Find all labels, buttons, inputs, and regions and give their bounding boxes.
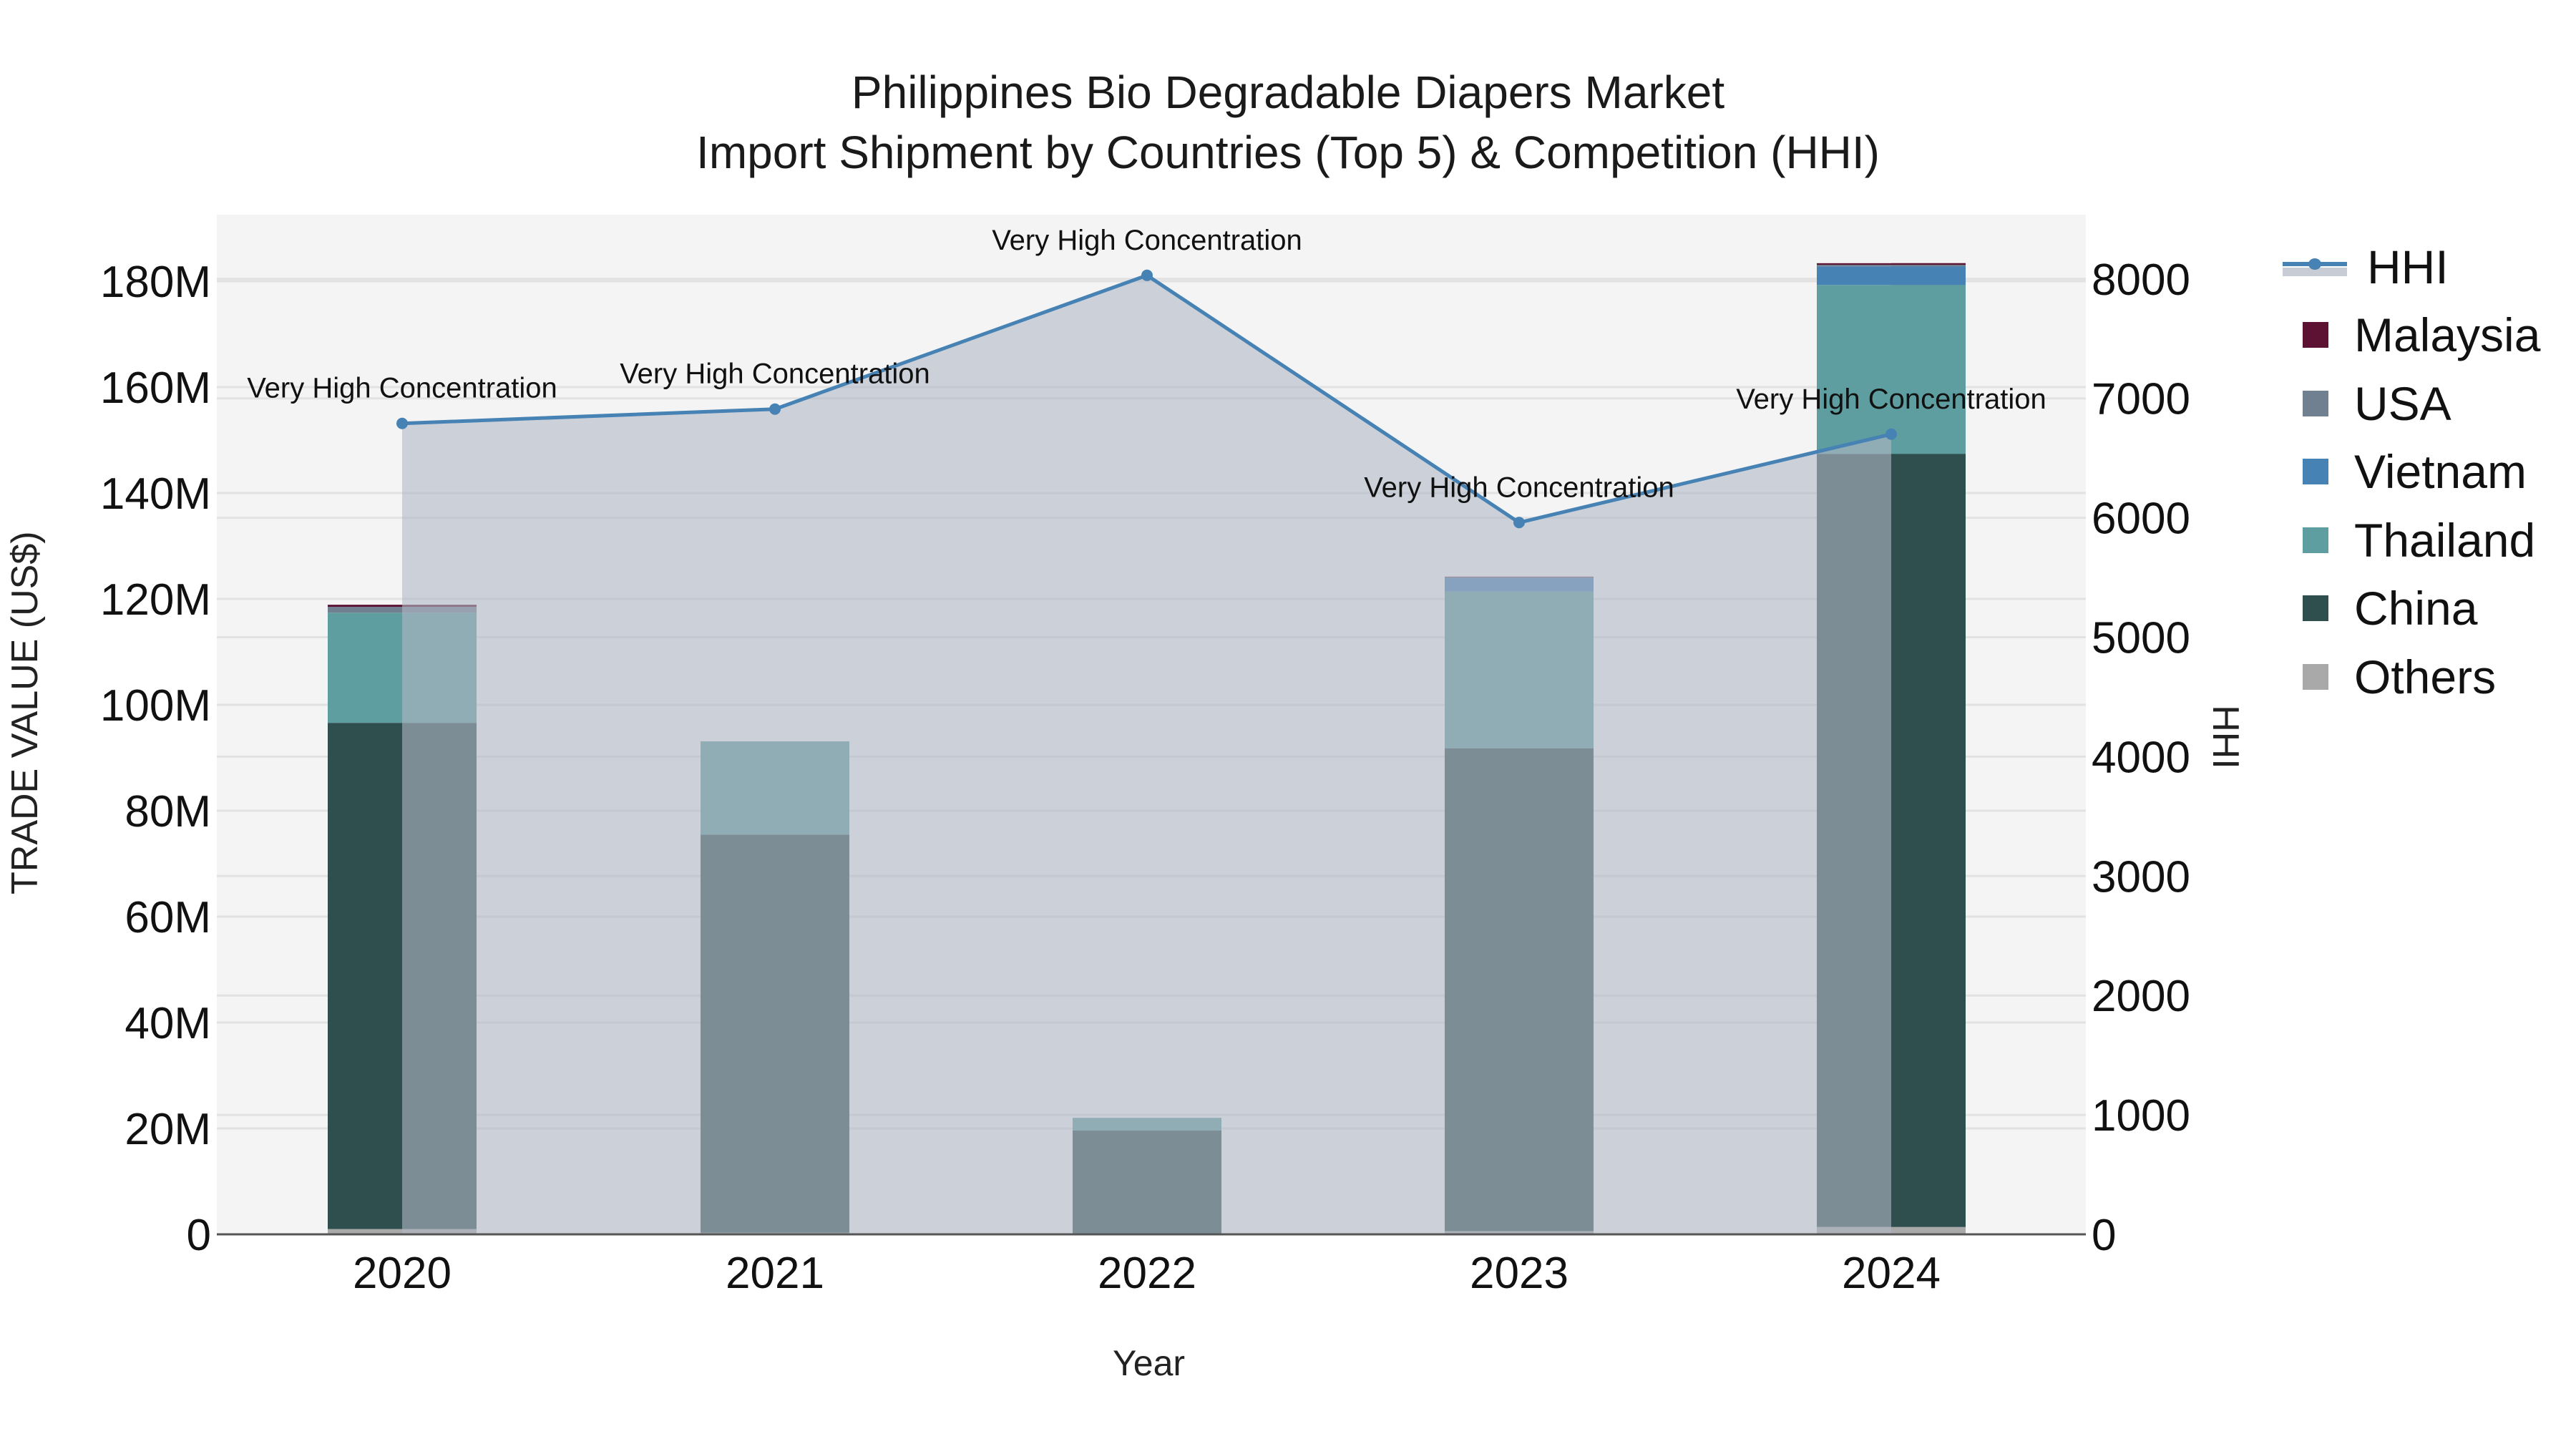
y-left-tick: 80M (125, 787, 211, 836)
hhi-annotation: Very High Concentration (247, 373, 557, 404)
y-right-tick: 6000 (2092, 494, 2190, 544)
legend: HHI Malaysia USA Vietnam Thailand China Others (2283, 233, 2540, 711)
hhi-annotation: Very High Concentration (620, 358, 930, 390)
y-left-tick: 180M (100, 258, 211, 307)
chart-title-line1: Philippines Bio Degradable Diapers Marke… (851, 67, 1725, 118)
legend-label: USA (2354, 376, 2451, 430)
x-tick: 2021 (726, 1249, 824, 1298)
legend-label: Thailand (2354, 513, 2536, 567)
y-right-tick: 4000 (2092, 733, 2190, 782)
legend-label: Vietnam (2354, 445, 2527, 499)
line-marker-icon (2283, 256, 2347, 278)
y-right-tick: 3000 (2092, 852, 2190, 902)
y-right-tick: 1000 (2092, 1091, 2190, 1141)
x-axis-title: Year (1113, 1343, 1186, 1383)
y-left-tick: 100M (100, 681, 211, 731)
y-axis-left-title: TRADE VALUE (US$) (4, 531, 46, 894)
legend-label: China (2354, 582, 2478, 635)
legend-item-china[interactable]: China (2283, 575, 2540, 643)
hhi-point[interactable] (396, 417, 408, 429)
y-left-tick: 20M (125, 1105, 211, 1154)
hhi-area (402, 275, 1891, 1235)
legend-label: Others (2354, 650, 2497, 703)
legend-item-vietnam[interactable]: Vietnam (2283, 438, 2540, 507)
y-right-tick: 2000 (2092, 972, 2190, 1021)
y-right-tick: 0 (2092, 1211, 2116, 1260)
x-tick: 2020 (353, 1249, 452, 1298)
y-left-tick: 0 (187, 1211, 211, 1260)
legend-item-others[interactable]: Others (2283, 643, 2540, 711)
color-swatch-icon (2303, 322, 2328, 348)
y-left-tick: 160M (100, 364, 211, 413)
color-swatch-icon (2303, 663, 2328, 690)
x-tick: 2024 (1842, 1249, 1941, 1298)
legend-item-hhi[interactable]: HHI (2283, 233, 2540, 301)
hhi-point[interactable] (1513, 517, 1525, 529)
color-swatch-icon (2303, 390, 2328, 416)
legend-item-malaysia[interactable]: Malaysia (2283, 301, 2540, 370)
legend-label: Malaysia (2354, 308, 2541, 362)
hhi-point[interactable] (769, 403, 781, 415)
hhi-annotation: Very High Concentration (1364, 472, 1674, 503)
y-left-tick: 40M (125, 999, 211, 1048)
hhi-annotation: Very High Concentration (1736, 384, 2046, 415)
y-left-tick: 120M (100, 575, 211, 625)
y-left-tick: 140M (100, 469, 211, 519)
y-right-tick: 5000 (2092, 614, 2190, 663)
color-swatch-icon (2303, 527, 2328, 553)
hhi-annotation: Very High Concentration (992, 225, 1302, 256)
y-axis-right-title: HHI (2204, 705, 2246, 769)
color-swatch-icon (2303, 459, 2328, 485)
y-right-tick: 8000 (2092, 255, 2190, 305)
legend-item-thailand[interactable]: Thailand (2283, 506, 2540, 575)
y-right-tick: 7000 (2092, 375, 2190, 424)
chart-title-line2: Import Shipment by Countries (Top 5) & C… (696, 127, 1880, 178)
hhi-point[interactable] (1885, 428, 1897, 440)
color-swatch-icon (2303, 595, 2328, 622)
legend-item-usa[interactable]: USA (2283, 369, 2540, 438)
y-left-tick: 60M (125, 893, 211, 942)
x-tick: 2023 (1470, 1249, 1568, 1298)
legend-label: HHI (2367, 240, 2449, 293)
bar-2024-overlay (1891, 263, 1966, 1234)
x-tick: 2022 (1098, 1249, 1196, 1298)
hhi-point[interactable] (1141, 269, 1153, 281)
